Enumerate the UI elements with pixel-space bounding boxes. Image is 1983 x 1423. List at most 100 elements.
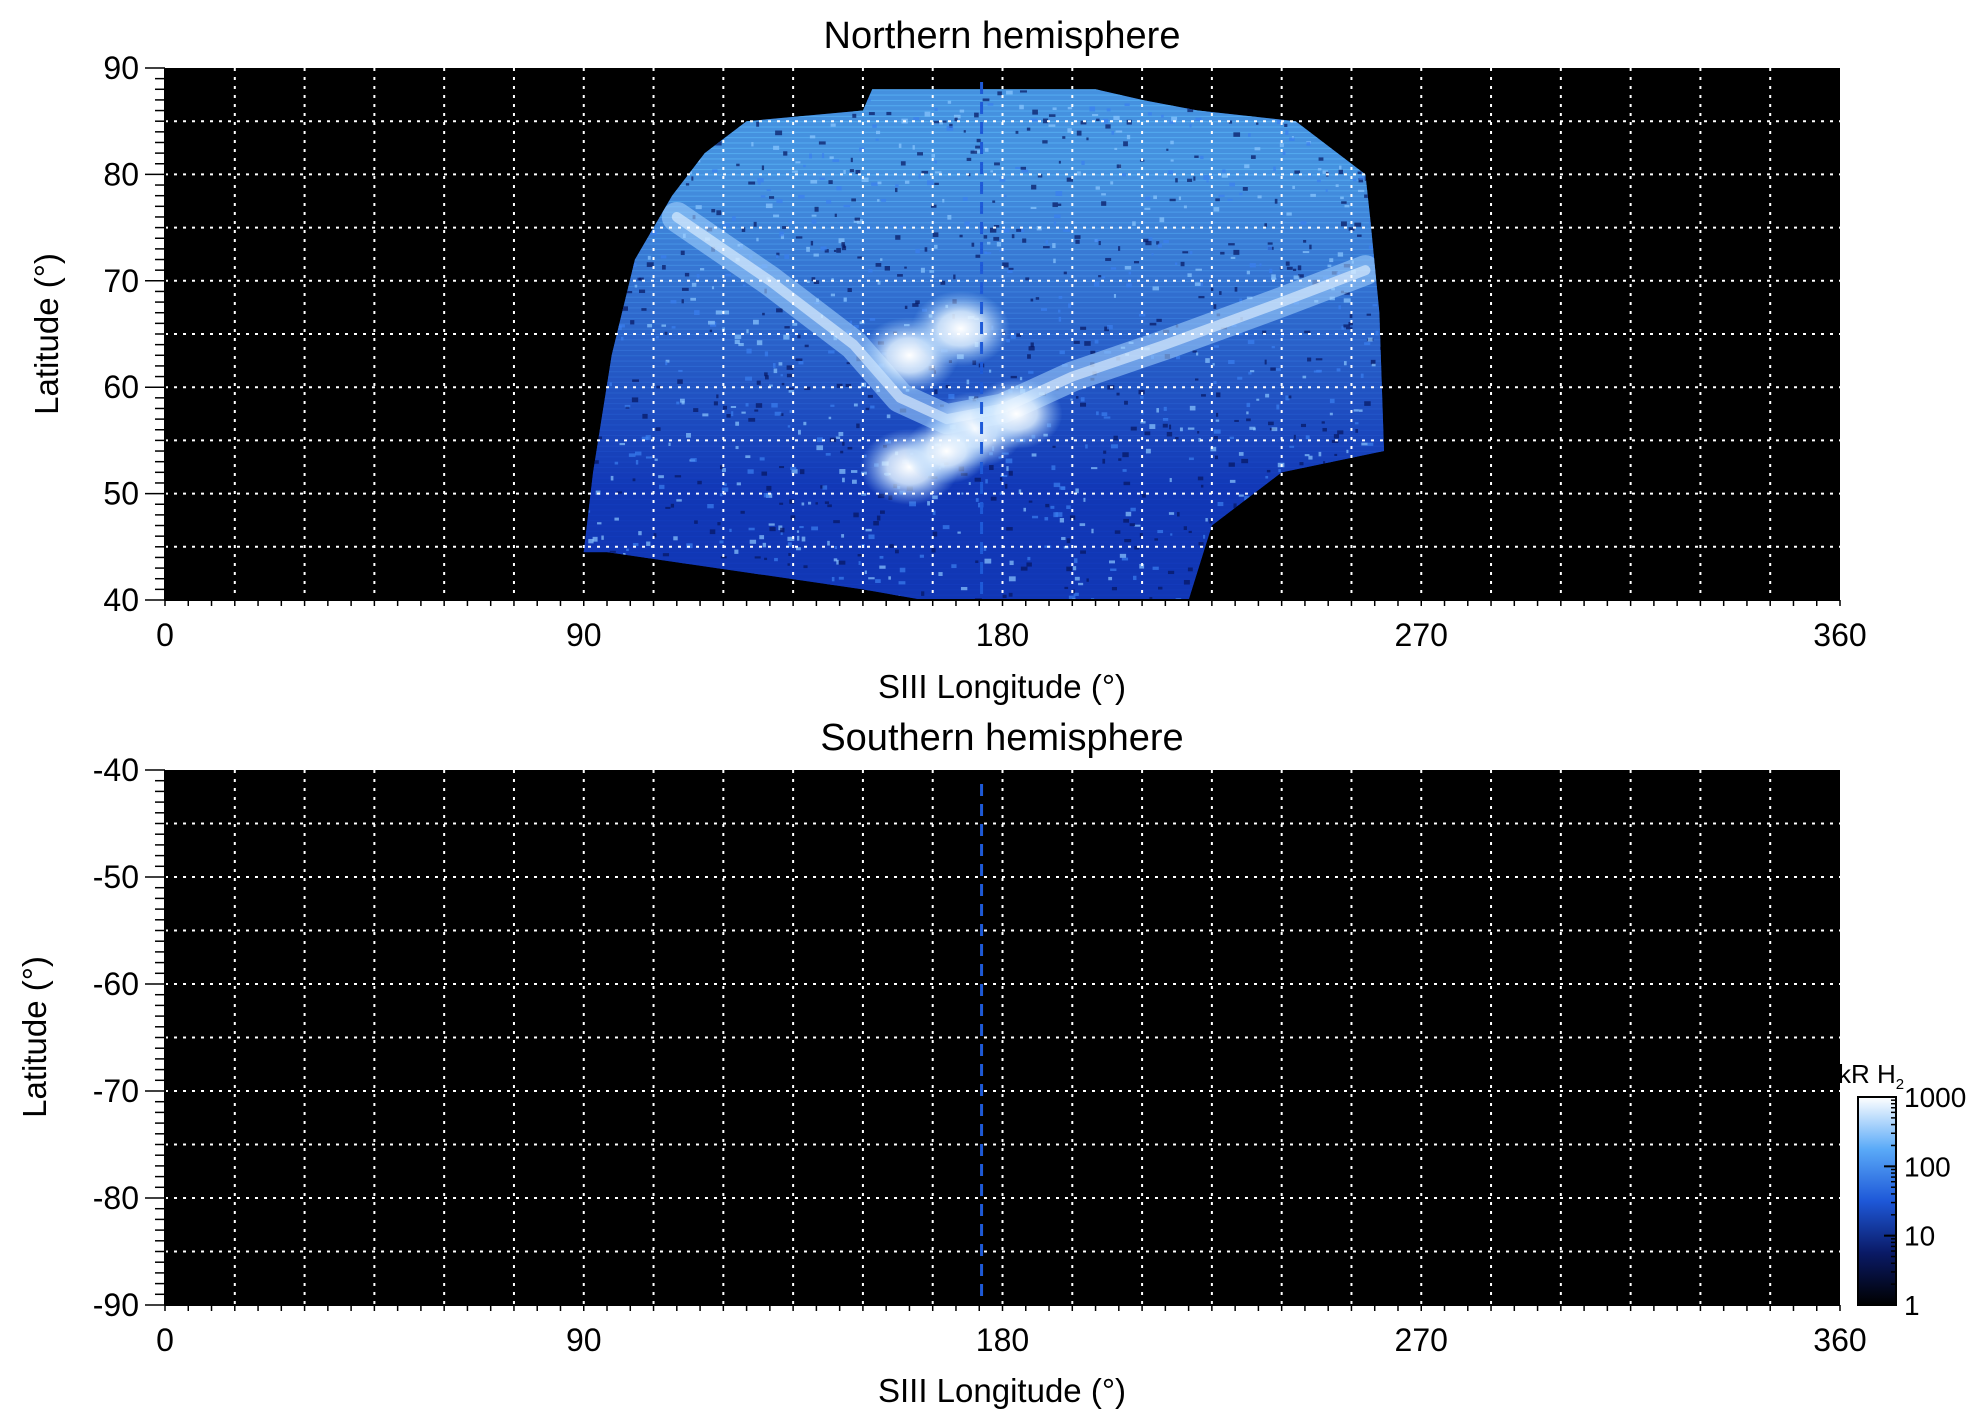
emission-speckle <box>895 187 898 193</box>
emission-speckle <box>779 231 784 237</box>
emission-speckle <box>828 180 833 185</box>
emission-speckle <box>1274 198 1278 204</box>
emission-speckle <box>811 219 817 225</box>
northern-y-tick-label: 40 <box>103 582 139 618</box>
emission-speckle <box>836 559 839 565</box>
emission-speckle <box>711 208 716 213</box>
emission-speckle <box>809 135 816 139</box>
emission-speckle <box>1220 251 1225 255</box>
southern-y-tick-label: -80 <box>93 1180 139 1216</box>
emission-speckle <box>1289 137 1295 141</box>
colorbar-tick-label: 100 <box>1904 1151 1951 1182</box>
emission-band <box>583 190 1385 197</box>
emission-band <box>583 216 1385 224</box>
emission-speckle <box>723 483 727 486</box>
emission-speckle <box>975 560 979 564</box>
emission-speckle <box>645 456 652 459</box>
emission-speckle <box>1110 181 1114 185</box>
emission-speckle <box>665 359 670 363</box>
emission-speckle <box>734 549 739 554</box>
emission-speckle <box>959 109 965 113</box>
emission-speckle <box>1178 196 1182 201</box>
emission-speckle <box>843 297 847 302</box>
northern-x-axis-label: SIII Longitude (°) <box>878 668 1126 705</box>
emission-speckle <box>1078 582 1084 586</box>
emission-speckle <box>1299 462 1304 466</box>
emission-speckle <box>1210 287 1214 291</box>
emission-speckle <box>845 383 852 387</box>
emission-speckle <box>1357 171 1362 175</box>
emission-speckle <box>1062 136 1066 139</box>
emission-speckle <box>1303 239 1307 243</box>
emission-speckle <box>1026 127 1031 131</box>
emission-speckle <box>1015 166 1021 169</box>
emission-band <box>583 520 1385 527</box>
emission-speckle <box>786 365 794 370</box>
emission-speckle <box>1026 562 1032 567</box>
emission-speckle <box>1106 108 1111 112</box>
emission-speckle <box>1074 558 1078 564</box>
emission-speckle <box>1343 361 1347 366</box>
emission-speckle <box>1113 435 1118 441</box>
emission-speckle <box>1052 445 1056 448</box>
emission-speckle <box>1285 130 1289 135</box>
emission-speckle <box>1212 363 1215 366</box>
emission-speckle <box>1149 322 1157 326</box>
emission-speckle <box>1142 238 1149 243</box>
emission-speckle <box>1073 340 1080 344</box>
emission-speckle <box>790 466 797 471</box>
emission-speckle <box>1247 339 1255 345</box>
southern-y-tick-label: -90 <box>93 1287 139 1323</box>
emission-speckle <box>949 123 953 128</box>
emission-speckle <box>1341 326 1344 330</box>
emission-speckle <box>694 310 700 315</box>
emission-band <box>583 291 1385 298</box>
emission-speckle <box>647 255 651 260</box>
emission-speckle <box>1215 198 1220 202</box>
emission-speckle <box>859 147 865 152</box>
emission-speckle <box>1264 223 1267 227</box>
emission-speckle <box>778 362 783 366</box>
emission-speckle <box>1023 507 1027 512</box>
emission-band <box>583 493 1385 500</box>
emission-speckle <box>1129 523 1136 527</box>
emission-speckle <box>838 576 844 580</box>
emission-speckle <box>1340 196 1344 200</box>
emission-speckle <box>795 358 803 361</box>
emission-speckle <box>673 536 678 541</box>
emission-speckle <box>1072 566 1077 571</box>
emission-speckle <box>929 270 935 273</box>
emission-band <box>583 498 1385 506</box>
emission-band <box>583 568 1385 575</box>
emission-speckle <box>1338 169 1343 175</box>
emission-speckle <box>686 433 691 438</box>
emission-speckle <box>1021 169 1029 173</box>
emission-speckle <box>1337 430 1344 435</box>
emission-speckle <box>1316 179 1321 183</box>
emission-band <box>583 94 1385 101</box>
emission-speckle <box>1058 309 1061 313</box>
emission-speckle <box>749 539 757 544</box>
emission-speckle <box>1284 123 1288 127</box>
emission-speckle <box>1227 198 1233 201</box>
emission-speckle <box>1052 107 1057 110</box>
emission-speckle <box>1079 523 1086 527</box>
emission-speckle <box>588 538 594 544</box>
emission-speckle <box>927 501 930 506</box>
emission-speckle <box>1083 497 1086 502</box>
emission-speckle <box>1239 298 1242 304</box>
emission-speckle <box>680 250 685 256</box>
emission-speckle <box>776 308 783 313</box>
emission-speckle <box>1101 412 1108 417</box>
emission-speckle <box>827 504 832 508</box>
emission-speckle <box>1116 392 1120 396</box>
emission-speckle <box>889 544 894 548</box>
emission-speckle <box>729 528 732 533</box>
emission-speckle <box>779 465 785 469</box>
emission-speckle <box>1213 436 1218 440</box>
emission-speckle <box>1105 257 1112 262</box>
emission-speckle <box>614 517 619 521</box>
southern-y-tick-label: -50 <box>93 859 139 895</box>
emission-speckle <box>715 310 723 315</box>
emission-speckle <box>940 280 946 285</box>
